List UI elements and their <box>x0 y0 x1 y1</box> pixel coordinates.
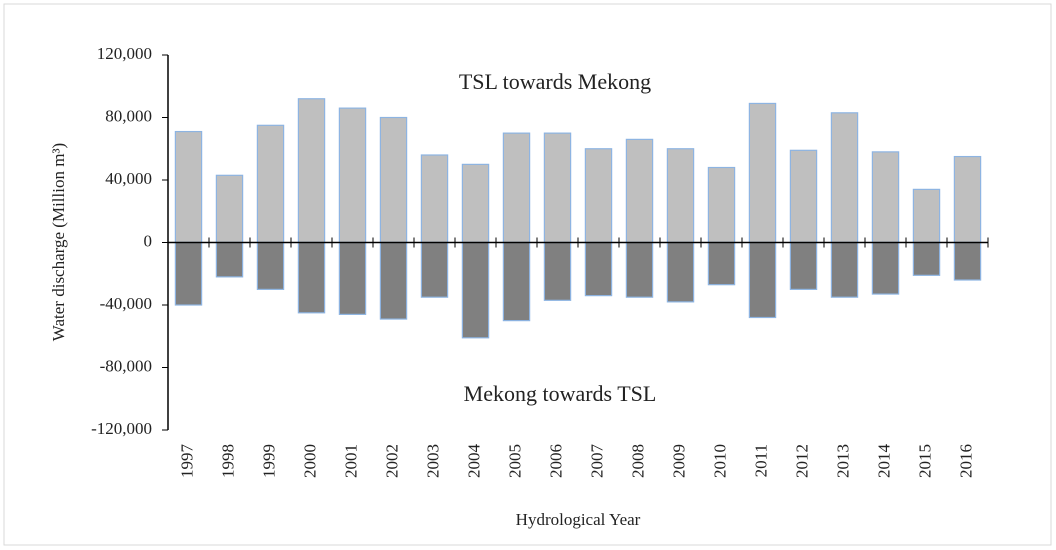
bar <box>297 241 326 314</box>
bar <box>379 116 408 244</box>
bar <box>461 241 490 339</box>
x-tick-label: 2011 <box>751 444 770 477</box>
bar <box>338 241 367 315</box>
y-tick-label: 120,000 <box>97 44 152 63</box>
x-tick-label: 2013 <box>833 444 852 478</box>
bar <box>379 241 408 320</box>
x-tick-label: 2000 <box>300 444 319 478</box>
bar <box>584 241 613 297</box>
y-tick-label: 40,000 <box>105 169 152 188</box>
bar <box>502 132 531 244</box>
x-tick-label: 2002 <box>382 444 401 478</box>
bar <box>215 174 244 244</box>
y-tick-label: -80,000 <box>100 356 152 375</box>
bar <box>748 102 777 244</box>
x-tick-label: 2015 <box>915 444 934 478</box>
bar <box>420 241 449 298</box>
y-tick-label: 0 <box>144 231 153 250</box>
bar <box>830 112 859 244</box>
bar <box>789 241 818 290</box>
bar <box>707 166 736 244</box>
bar <box>215 241 244 278</box>
bar <box>666 148 695 244</box>
bar <box>174 241 203 306</box>
bar <box>830 241 859 298</box>
bar <box>912 241 941 276</box>
bar <box>584 148 613 244</box>
bar <box>953 241 982 281</box>
x-tick-label: 2016 <box>956 444 975 478</box>
bar <box>748 241 777 319</box>
bar <box>297 98 326 244</box>
annotation: TSL towards Mekong <box>459 69 651 94</box>
x-tick-label: 1999 <box>259 444 278 478</box>
bar <box>953 155 982 244</box>
bar <box>666 241 695 303</box>
bar <box>625 241 654 298</box>
x-tick-label: 2012 <box>792 444 811 478</box>
bar <box>174 130 203 244</box>
bar <box>625 138 654 244</box>
bar <box>338 107 367 244</box>
y-tick-label: -120,000 <box>91 419 152 438</box>
x-tick-label: 2004 <box>464 444 483 479</box>
y-tick-label: -40,000 <box>100 294 152 313</box>
bar <box>871 151 900 244</box>
bar <box>543 132 572 244</box>
annotation: Mekong towards TSL <box>464 381 657 406</box>
x-tick-label: 2003 <box>423 444 442 478</box>
bar <box>912 188 941 244</box>
x-tick-label: 1998 <box>218 444 237 478</box>
x-tick-label: 2010 <box>710 444 729 478</box>
x-tick-label: 2008 <box>628 444 647 478</box>
x-tick-label: 2001 <box>341 444 360 478</box>
bar <box>420 154 449 244</box>
bar <box>789 149 818 244</box>
bar <box>543 241 572 301</box>
x-tick-label: 2009 <box>669 444 688 478</box>
x-axis-label: Hydrological Year <box>516 510 641 529</box>
bar <box>256 241 285 290</box>
y-tick-label: 80,000 <box>105 106 152 125</box>
bar <box>707 241 736 286</box>
x-tick-label: 2006 <box>546 444 565 478</box>
x-tick-label: 2014 <box>874 444 893 479</box>
y-axis-label: Water discharge (Million m³) <box>49 143 68 341</box>
bar <box>256 124 285 244</box>
x-tick-label: 1997 <box>177 444 196 479</box>
bar <box>871 241 900 295</box>
x-tick-label: 2007 <box>587 444 606 479</box>
bar <box>461 163 490 244</box>
bar <box>502 241 531 322</box>
x-tick-label: 2005 <box>505 444 524 478</box>
